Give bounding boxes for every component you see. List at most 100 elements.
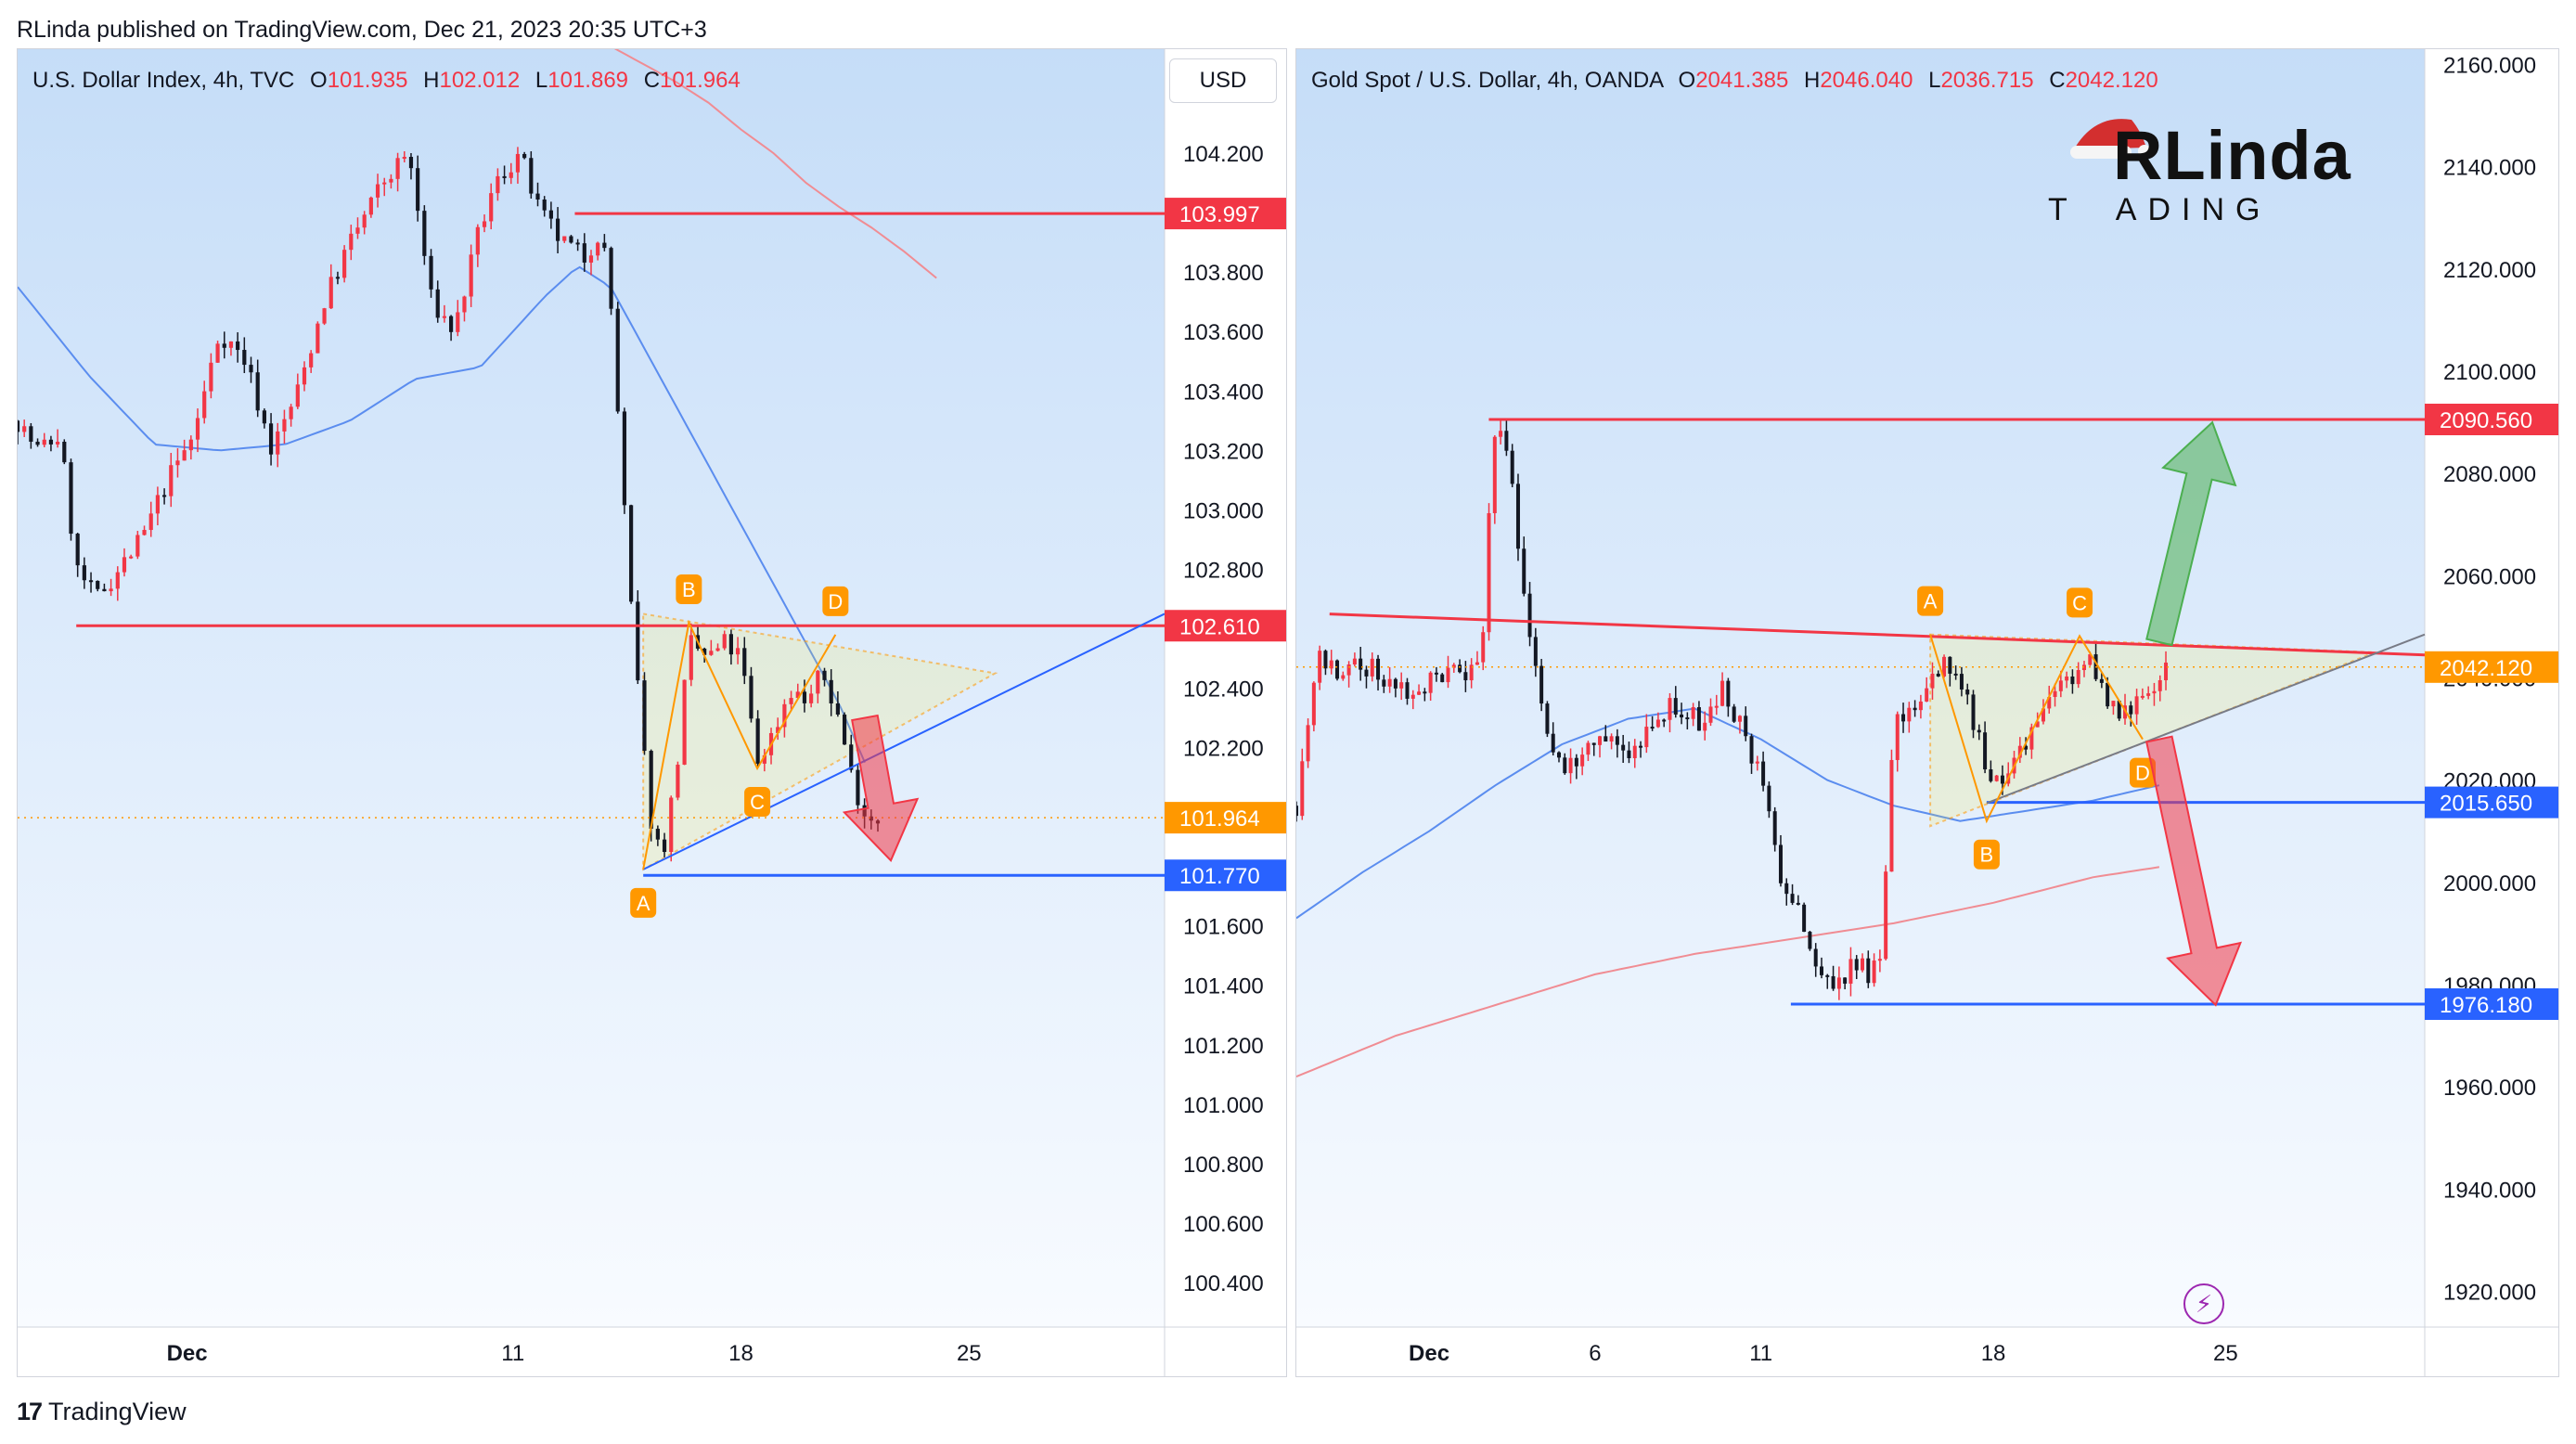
right-point-label: C xyxy=(2072,591,2087,614)
right-candle-body xyxy=(1428,672,1433,693)
left-candle-body xyxy=(228,341,234,348)
left-price-label-text: 102.610 xyxy=(1179,614,1260,639)
left-point-badge xyxy=(676,574,702,605)
right-candle-body xyxy=(1615,736,1619,745)
right-y-tick-0: 2160.000 xyxy=(2443,54,2536,79)
right-candle-body xyxy=(1387,678,1392,687)
left-candle-body xyxy=(169,465,174,496)
left-y-tick-10: 101.600 xyxy=(1183,915,1264,940)
right-candle-body xyxy=(1499,431,1503,437)
left-candle-body xyxy=(736,648,741,655)
left-triangle-pattern xyxy=(642,612,998,871)
left-y-tick-4: 103.400 xyxy=(1183,380,1264,405)
right-y-tick-1: 2140.000 xyxy=(2443,156,2536,181)
left-candle-body xyxy=(816,670,820,694)
right-candle-body xyxy=(1755,761,1759,764)
left-candle-body xyxy=(542,199,547,211)
right-candle-body xyxy=(1726,680,1731,707)
right-candle-body xyxy=(1335,660,1340,679)
right-candle-body xyxy=(1673,698,1678,715)
left-candle-body xyxy=(215,343,220,363)
gold-open-label: O xyxy=(1678,68,1696,93)
right-candle-body xyxy=(1591,742,1596,745)
right-candle-body xyxy=(1410,694,1415,699)
right-price-label-2: 2015.650 xyxy=(2425,786,2558,819)
lightning-icon[interactable]: ⚡ xyxy=(2183,1283,2224,1324)
right-candle-body xyxy=(2117,701,2121,719)
dxy-close-label: C xyxy=(643,68,661,93)
left-candle-body xyxy=(596,242,600,256)
left-candle-body xyxy=(715,648,720,651)
left-point-d: D xyxy=(822,586,849,616)
dxy-chart-svg[interactable]: 104.400104.200103.800103.600103.400103.2… xyxy=(18,49,1287,1377)
left-candle-body xyxy=(795,691,800,699)
right-candle-body xyxy=(1352,658,1357,665)
right-x-tick-3: 18 xyxy=(1981,1341,2006,1366)
right-candle-body xyxy=(1953,673,1958,676)
right-candle-body xyxy=(1393,678,1397,689)
left-candle-body xyxy=(309,353,314,367)
right-candle-body xyxy=(1761,761,1766,786)
left-candle-body xyxy=(462,296,467,313)
right-point-a: A xyxy=(1917,586,1944,616)
right-candle-body xyxy=(1359,658,1363,670)
left-point-b: B xyxy=(676,574,702,605)
right-candle-body xyxy=(2017,745,2022,758)
left-point-a: A xyxy=(630,887,657,918)
left-price-label-bg xyxy=(1165,198,1286,230)
right-candle-body xyxy=(1703,722,1707,731)
right-candle-body xyxy=(1458,664,1462,673)
right-point-badge xyxy=(1973,839,2000,870)
dxy-low: 101.869 xyxy=(547,68,629,93)
left-candle-body xyxy=(302,367,307,385)
right-candle-body xyxy=(2111,701,2116,707)
left-candle-body xyxy=(662,839,667,853)
left-candle-body xyxy=(18,420,20,432)
left-candle-body xyxy=(408,157,414,169)
left-point-badge xyxy=(822,586,849,616)
left-price-label-2: 101.964 xyxy=(1165,802,1286,834)
right-y-tick-3: 2100.000 xyxy=(2443,360,2536,385)
left-candle-body xyxy=(255,372,260,411)
right-candle-body xyxy=(1819,966,1823,975)
right-candle-body xyxy=(1965,689,1970,695)
right-candle-body xyxy=(2047,697,2052,709)
left-candle-body xyxy=(456,312,460,332)
left-candle-body xyxy=(682,679,687,765)
left-x-tick-3: 25 xyxy=(957,1341,982,1366)
tradingview-mark-icon: 17 xyxy=(17,1398,43,1425)
right-candle-body xyxy=(1639,745,1643,748)
gold-low: 2036.715 xyxy=(1940,68,2034,93)
right-candle-body xyxy=(1662,719,1667,722)
logo-subtitle: T ADING xyxy=(2048,192,2271,228)
left-candle-body xyxy=(82,565,86,581)
left-candle-body xyxy=(195,418,200,440)
right-candle-body xyxy=(1329,660,1333,669)
left-candle-body xyxy=(395,158,400,179)
dxy-chart-panel[interactable]: 104.400104.200103.800103.600103.400103.2… xyxy=(17,48,1287,1377)
left-candle-body xyxy=(842,714,847,745)
currency-button[interactable]: USD xyxy=(1169,58,1277,103)
left-candle-body xyxy=(689,635,693,680)
gold-high-label: H xyxy=(1803,68,1821,93)
left-candle-body xyxy=(829,679,833,703)
right-candle-body xyxy=(1475,662,1479,665)
right-x-tick-0: Dec xyxy=(1409,1341,1449,1366)
tradingview-footer-logo[interactable]: 17 TradingView xyxy=(17,1398,187,1426)
left-candle-body xyxy=(349,233,354,251)
right-candle-body xyxy=(1889,759,1894,872)
right-candle-body xyxy=(1545,703,1550,734)
right-point-badge xyxy=(1917,586,1944,616)
gold-chart-panel[interactable]: 2160.000 2140.000 2120.000 2100.000 2080.000… xyxy=(1295,48,2559,1377)
left-price-label-bg xyxy=(1165,610,1286,642)
left-candle-body xyxy=(602,242,607,249)
left-candle-body xyxy=(709,651,714,655)
right-candle-body xyxy=(1796,902,1800,905)
gold-chart-svg[interactable]: 2160.000 2140.000 2120.000 2100.000 2080.000… xyxy=(1296,49,2559,1377)
left-candle-body xyxy=(282,419,287,432)
left-candle-body xyxy=(482,221,487,227)
right-y-tick-5: 2060.000 xyxy=(2443,564,2536,589)
right-candle-body xyxy=(1977,729,1981,733)
left-x-tick-2: 18 xyxy=(728,1341,753,1366)
left-candle-body xyxy=(289,406,293,419)
